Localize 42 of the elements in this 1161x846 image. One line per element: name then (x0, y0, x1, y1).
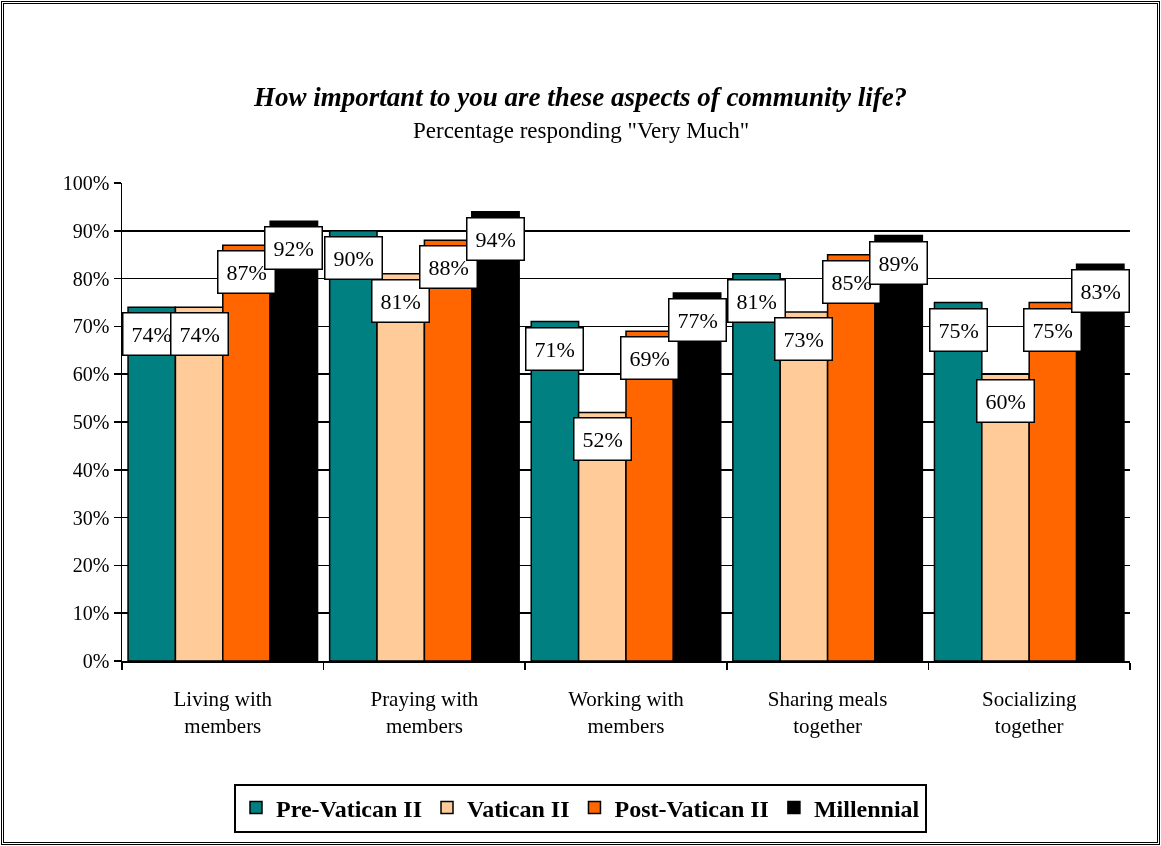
legend-label: Vatican II (467, 795, 570, 822)
data-label: 81% (380, 288, 421, 314)
data-label: 75% (938, 317, 979, 343)
y-tick-label: 20% (72, 554, 110, 577)
chart-subtitle: Percentage responding "Very Much" (413, 118, 750, 143)
data-label: 60% (985, 388, 1026, 414)
data-label: 87% (226, 259, 267, 285)
y-tick-label: 30% (72, 506, 110, 529)
data-label: 75% (1032, 317, 1073, 343)
y-tick-label: 90% (72, 219, 110, 242)
data-label: 89% (878, 250, 919, 276)
y-tick-label: 40% (72, 458, 110, 481)
data-label: 77% (677, 307, 718, 333)
x-tick-label: Living with members (173, 686, 273, 738)
x-tick-label: Sharing meals together (767, 686, 888, 738)
y-tick-label: 60% (72, 363, 110, 386)
data-label: 81% (736, 288, 777, 314)
legend-label: Millennial (813, 795, 920, 822)
y-tick-label: 100% (62, 172, 110, 194)
chart-title: How important to you are these aspects of community life? (252, 82, 908, 113)
x-tick-label: Praying with members (370, 686, 479, 738)
data-label: 74% (179, 321, 220, 347)
x-tick-label: Working with members (568, 686, 685, 738)
data-label: 71% (534, 336, 575, 362)
legend-label: Pre-Vatican II (276, 795, 422, 822)
data-label: 92% (273, 235, 314, 261)
data-label: 74% (131, 321, 172, 347)
x-tick-label: Socializing together (981, 686, 1077, 738)
y-tick-label: 0% (82, 650, 110, 672)
data-label: 88% (428, 254, 469, 280)
data-label: 85% (831, 269, 872, 295)
data-label: 83% (1080, 278, 1121, 304)
data-label: 69% (629, 345, 670, 371)
y-tick-label: 50% (72, 411, 110, 433)
data-label: 73% (783, 326, 824, 352)
data-label: 94% (475, 226, 516, 252)
y-tick-label: 80% (72, 267, 110, 290)
data-label: 90% (333, 245, 374, 271)
y-tick-label: 10% (72, 602, 110, 625)
data-label: 52% (582, 426, 623, 452)
y-tick-label: 70% (72, 315, 110, 338)
legend-label: Post-Vatican II (614, 795, 769, 822)
